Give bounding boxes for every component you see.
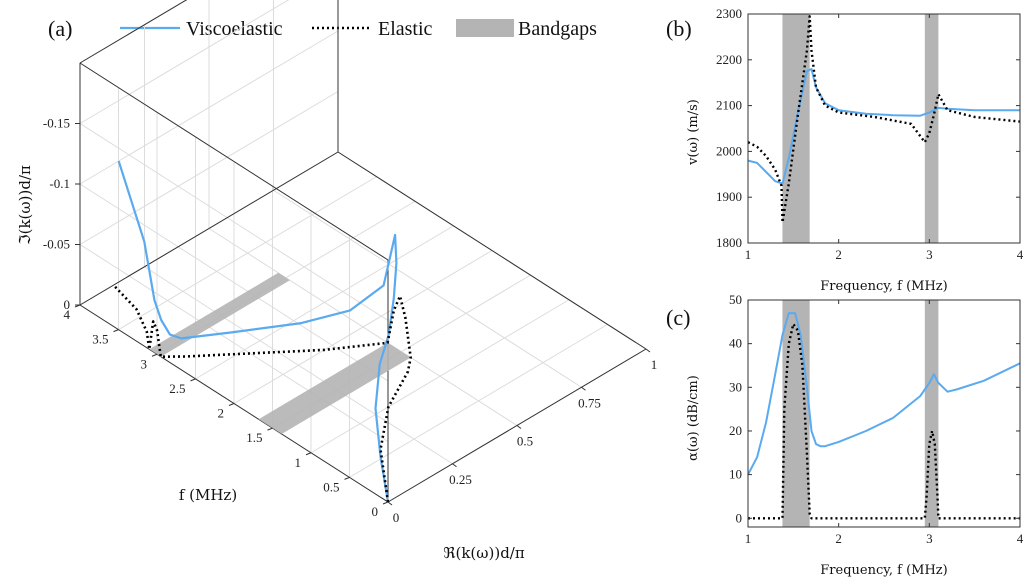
grid-line — [233, 250, 493, 404]
y-tick-label: 40 — [729, 336, 742, 351]
legend-elastic-label: Elastic — [378, 18, 433, 40]
bandgap-strip — [149, 272, 290, 357]
x-tick-label: 3 — [926, 531, 933, 546]
x-tick-label: 3 — [926, 247, 933, 262]
y-tick-label: 2100 — [716, 98, 742, 113]
y-tick-label: 2 — [218, 406, 225, 421]
y-tick-mark — [151, 353, 158, 357]
y-tick-label: 0.5 — [323, 479, 339, 494]
x-tick-label: 2 — [835, 247, 842, 262]
viscoelastic-series-line — [747, 312, 1021, 476]
z-tick-label: 0 — [64, 297, 71, 312]
panel-a-3d-axes: 00.250.50.75100.511.522.533.540-0.05-0.1… — [43, 0, 657, 525]
legend-viscoelastic-label: Viscoelastic — [186, 18, 283, 40]
panel-label-a: (a) — [48, 16, 72, 41]
y-tick-label: 2300 — [716, 6, 742, 21]
axis-edge — [79, 62, 389, 261]
x-tick-label: 0.5 — [517, 434, 533, 449]
bandgap-strip — [258, 342, 411, 434]
y-tick-label: 1 — [295, 455, 302, 470]
bandgap-rect — [924, 14, 939, 243]
x-tick-label: 1 — [745, 531, 752, 546]
panel-a-y-label: f (MHz) — [179, 486, 237, 504]
plot-frame — [747, 299, 1021, 528]
y-tick-label: 2200 — [716, 52, 742, 67]
grid-line — [118, 176, 377, 331]
panel-a-z-label: ℑ(k(ω))d/π — [16, 165, 34, 245]
axis-edge — [79, 0, 188, 64]
x-tick-label: 4 — [1017, 531, 1024, 546]
y-tick-label: 1900 — [716, 189, 742, 204]
z-tick-label: -0.1 — [49, 176, 70, 191]
x-tick-mark — [452, 463, 457, 468]
y-tick-label: 0 — [372, 504, 379, 519]
grid-line — [79, 0, 290, 124]
z-tick-label: -0.05 — [43, 237, 70, 252]
grid-line — [79, 30, 339, 185]
y-tick-mark — [344, 476, 350, 480]
grid-line — [79, 123, 389, 321]
bandgap-rect — [924, 300, 939, 527]
panel-c-x-label: Frequency, f (MHz) — [820, 563, 947, 578]
x-tick-label: 1 — [745, 247, 752, 262]
panel-c-y-label: α(ω) (dB/cm) — [686, 375, 701, 461]
grid-line — [310, 299, 570, 454]
x-tick-label: 0.75 — [578, 395, 601, 410]
grid-line — [79, 91, 339, 245]
y-tick-mark — [190, 378, 196, 382]
axis-edge — [79, 151, 339, 306]
x-tick-mark — [581, 386, 586, 391]
y-tick-mark — [305, 452, 312, 456]
legend-bandgaps-swatch — [456, 19, 514, 37]
panel-label-c: (c) — [666, 305, 690, 330]
y-tick-mark — [267, 427, 273, 431]
x-tick-mark — [387, 501, 393, 506]
x-tick-label: 0 — [393, 510, 400, 525]
grid-line — [79, 183, 389, 382]
x-tick-mark — [516, 425, 522, 429]
panel-label-b: (b) — [666, 16, 692, 41]
y-tick-label: 1.5 — [246, 430, 262, 445]
axis-edge — [337, 151, 647, 350]
legend: Viscoelastic Elastic Bandgaps — [120, 18, 597, 40]
grid-line — [79, 244, 389, 442]
x-tick-label: 0.25 — [449, 472, 472, 487]
x-tick-label: 4 — [1017, 247, 1024, 262]
y-tick-mark — [382, 501, 389, 505]
viscoelastic-3d-curve — [117, 160, 398, 503]
x-tick-label: 2 — [835, 531, 842, 546]
bandgap-rect — [782, 14, 810, 243]
y-tick-mark — [113, 329, 119, 333]
y-tick-label: 3 — [141, 356, 148, 371]
panel-b-y-label: v(ω) (m/s) — [686, 99, 701, 166]
legend-bandgaps-label: Bandgaps — [518, 18, 597, 40]
y-tick-label: 50 — [729, 292, 742, 307]
x-tick-label: 1 — [651, 357, 658, 372]
y-tick-label: 3.5 — [92, 332, 108, 347]
y-tick-label: 4 — [64, 307, 71, 322]
panel-a-x-label: ℜ(k(ω))d/π — [443, 544, 525, 562]
plot-frame — [747, 13, 1021, 244]
elastic-series-line — [748, 322, 1020, 520]
y-tick-label: 20 — [729, 423, 742, 438]
panel-b-axes: 1 2 3 4 1800 1900 2000 2100 2200 2300 — [716, 6, 1024, 262]
grid-line — [349, 323, 608, 478]
y-tick-label: 2.5 — [169, 381, 185, 396]
y-tick-label: 0 — [736, 510, 743, 525]
elastic-3d-curve — [112, 284, 413, 503]
elastic-series-line — [747, 15, 1021, 224]
y-tick-label: 2000 — [716, 143, 742, 158]
y-tick-label: 1800 — [716, 235, 742, 250]
z-tick-label: -0.15 — [43, 116, 70, 131]
panel-b-x-label: Frequency, f (MHz) — [820, 279, 947, 294]
y-tick-label: 10 — [729, 467, 742, 482]
x-tick-mark — [645, 348, 651, 353]
y-tick-mark — [228, 403, 235, 406]
y-tick-label: 30 — [729, 379, 742, 394]
